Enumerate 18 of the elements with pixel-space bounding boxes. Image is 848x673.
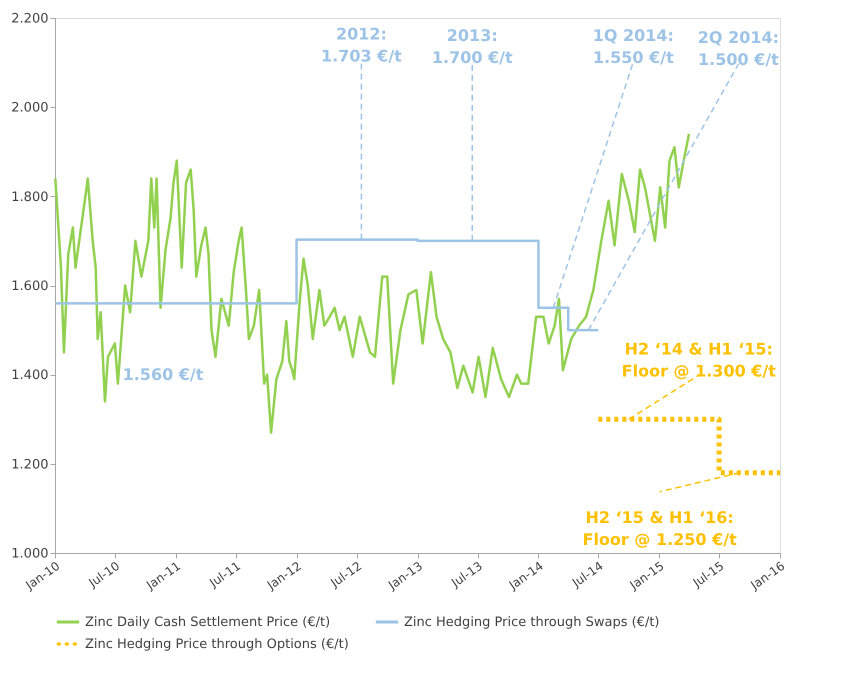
line-series bbox=[54, 132, 690, 434]
legend-label: Zinc Daily Cash Settlement Price (€/t) bbox=[85, 615, 330, 630]
annotation: H2 ‘15 & H1 ‘16: Floor @ 1.250 €/t bbox=[582, 508, 738, 549]
annotation: 2Q 2014: 1.500 €/t bbox=[698, 28, 780, 70]
annotation: 1.560 €/t bbox=[122, 365, 204, 384]
y-tick-label: 1.800 bbox=[11, 190, 48, 205]
annotation: H2 ‘14 & H1 ‘15: Floor @ 1.300 €/t bbox=[622, 339, 776, 380]
y-tick-label: 1.200 bbox=[11, 457, 48, 472]
y-tick-label: 1.600 bbox=[11, 279, 48, 294]
annotation: 2013: 1.700 €/t bbox=[432, 26, 514, 67]
y-tick-label: 1.000 bbox=[11, 546, 48, 562]
annotation: 2012: 1.703 €/t bbox=[321, 24, 402, 66]
annotation: 1Q 2014: 1.550 €/t bbox=[592, 26, 674, 67]
legend-label: Zinc Hedging Price through Swaps (€/t) bbox=[404, 615, 660, 630]
y-tick-label: 2.000 bbox=[11, 100, 48, 116]
y-tick-label: 1.400 bbox=[11, 368, 48, 384]
legend-label: Zinc Hedging Price through Options (€/t) bbox=[85, 637, 349, 652]
y-tick-label: 2.200 bbox=[11, 12, 48, 26]
